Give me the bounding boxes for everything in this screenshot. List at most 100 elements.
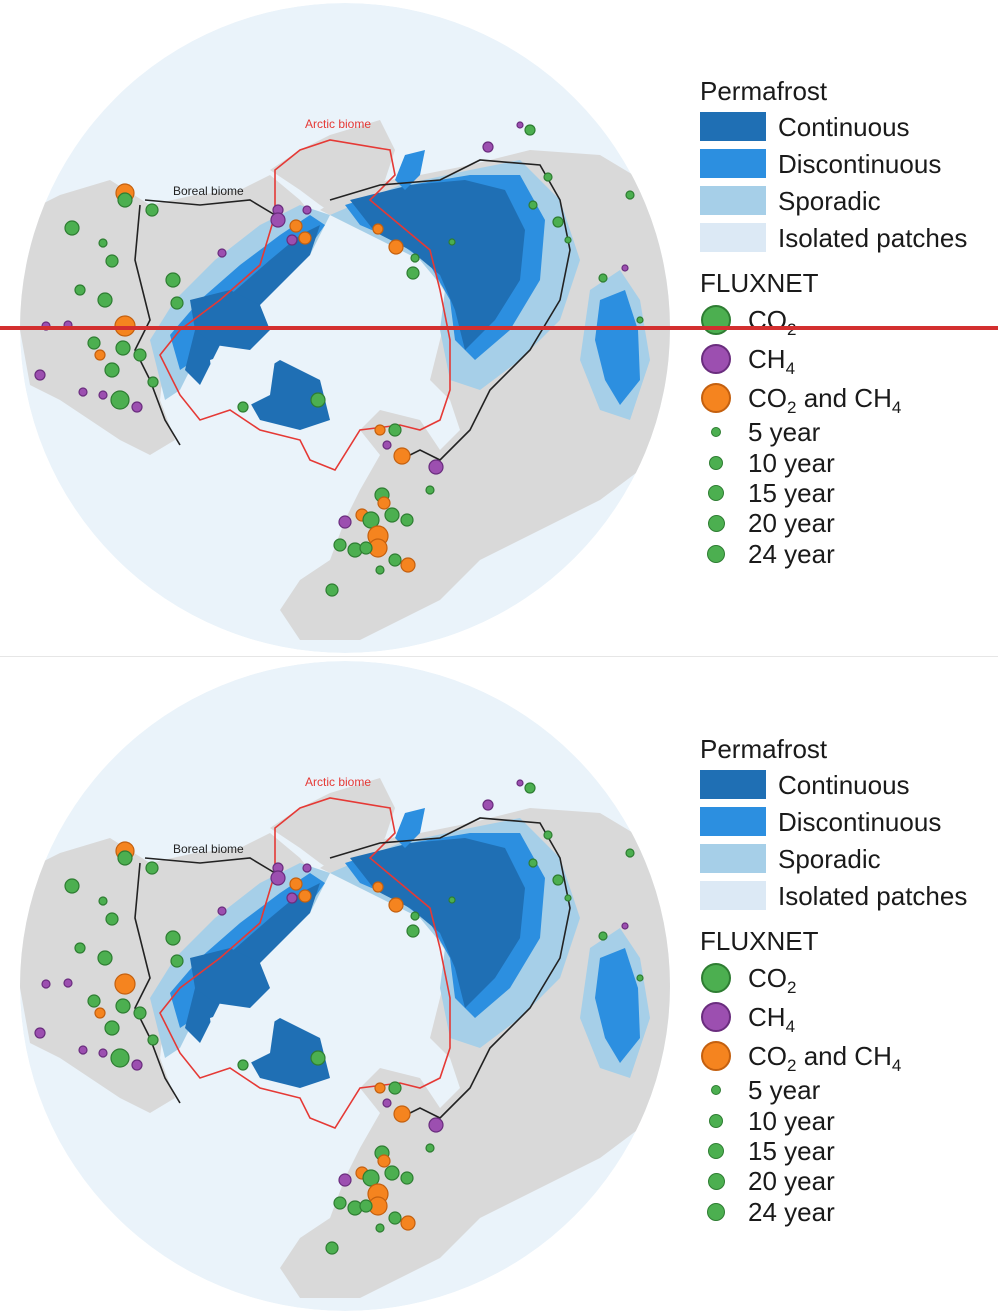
fluxnet-site-marker [425, 485, 435, 495]
duration-dot-icon [707, 514, 725, 532]
polar-map-bottom: Arctic biome Boreal biome [20, 661, 670, 1311]
fluxnet-site-marker [388, 239, 404, 255]
permafrost-region [395, 808, 425, 848]
fluxnet-site-marker [377, 496, 391, 510]
permafrost-region [190, 948, 270, 1008]
boreal-biome-boundary [134, 159, 571, 461]
permafrost-region [595, 290, 640, 405]
fluxnet-site-marker [598, 273, 608, 283]
fluxnet-site-marker [428, 459, 444, 475]
duration-legend-label: 20 year [748, 1166, 835, 1197]
fluxnet-site-marker [362, 511, 380, 529]
fluxnet-site-marker [302, 863, 312, 873]
permafrost-region [190, 290, 270, 350]
permafrost-legend-item: Discontinuous [700, 803, 990, 840]
duration-legend-item: 20 year [700, 1166, 990, 1196]
fluxnet-site-marker [625, 848, 635, 858]
fluxnet-site-marker [543, 830, 553, 840]
fluxnet-site-marker [333, 1196, 347, 1210]
fluxnet-site-marker [400, 513, 414, 527]
fluxnet-site-marker [636, 974, 644, 982]
permafrost-legend-title: Permafrost [700, 76, 828, 106]
permafrost-legend-label: Discontinuous [778, 148, 942, 179]
permafrost-legend-item: Continuous [700, 766, 990, 803]
fluxnet-site-marker [298, 231, 312, 245]
fluxnet-site-marker [384, 507, 400, 523]
permafrost-swatch [700, 149, 766, 178]
fluxnet-site-marker [105, 254, 119, 268]
duration-legend-list: 5 year 10 year 15 year 20 year 24 year [700, 1075, 990, 1227]
fluxnet-site-marker [115, 340, 131, 356]
hudson-bay [210, 1008, 275, 1068]
permafrost-swatch [700, 112, 766, 141]
fluxnet-site-marker [289, 877, 303, 891]
fluxnet-site-marker [310, 1050, 326, 1066]
fluxnet-legend-list: CO2 CH4 CO2 and CH4 [700, 958, 990, 1075]
red-horizontal-line [0, 326, 998, 330]
duration-legend-label: 10 year [748, 447, 835, 478]
fluxnet-site-marker [170, 954, 184, 968]
fluxnet-site-marker [74, 942, 86, 954]
fluxnet-site-marker [325, 583, 339, 597]
fluxnet-legend-item: CH4 [700, 339, 990, 378]
fluxnet-site-marker [94, 1007, 106, 1019]
duration-legend-item: 10 year [700, 1105, 990, 1136]
duration-legend-list: 5 year 10 year 15 year 20 year 24 year [700, 417, 990, 569]
duration-legend-item: 15 year [700, 1136, 990, 1166]
fluxnet-site-marker [147, 1034, 159, 1046]
fluxnet-site-marker [64, 878, 80, 894]
duration-legend-item: 15 year [700, 478, 990, 508]
fluxnet-site-marker [78, 1045, 88, 1055]
fluxnet-site-marker [448, 896, 456, 904]
fluxnet-site-marker [448, 238, 456, 246]
duration-dot-icon [707, 544, 725, 563]
fluxnet-site-marker [170, 296, 184, 310]
arctic-biome-boundary [159, 139, 451, 471]
duration-legend-item: 20 year [700, 508, 990, 538]
duration-legend-item: 24 year [700, 539, 990, 569]
fluxnet-legend-label: CO2 [748, 304, 796, 338]
permafrost-legend-label: Discontinuous [778, 806, 942, 837]
fluxnet-legend-item: CO2 and CH4 [700, 1036, 990, 1075]
fluxnet-legend-item: CO2 and CH4 [700, 378, 990, 417]
fluxnet-site-marker [400, 1215, 416, 1231]
fluxnet-site-marker [325, 1241, 339, 1255]
fluxnet-site-marker [388, 553, 402, 567]
permafrost-legend-item: Sporadic [700, 840, 990, 877]
fluxnet-site-marker [289, 219, 303, 233]
fluxnet-site-marker [388, 423, 402, 437]
permafrost-region [595, 948, 640, 1063]
duration-legend-label: 10 year [748, 1105, 835, 1136]
fluxnet-site-marker [482, 141, 494, 153]
fluxnet-site-marker [598, 931, 608, 941]
fluxnet-site-marker [165, 930, 181, 946]
fluxnet-site-marker [524, 782, 536, 794]
duration-dot-icon [709, 1113, 723, 1128]
site-marker-icon [701, 1001, 731, 1032]
fluxnet-legend-list: CO2 CH4 CO2 and CH4 [700, 300, 990, 417]
fluxnet-site-marker [87, 336, 101, 350]
fluxnet-site-marker [425, 1143, 435, 1153]
fluxnet-site-marker [359, 541, 373, 555]
fluxnet-site-marker [552, 874, 564, 886]
map-body: Arctic biome Boreal biome [20, 117, 670, 640]
fluxnet-site-marker [98, 390, 108, 400]
map-panel-bottom: Arctic biome Boreal biome Permafrost Cont… [0, 658, 998, 1314]
fluxnet-legend-title: FLUXNET [700, 268, 819, 298]
duration-legend-label: 5 year [748, 1075, 821, 1106]
fluxnet-site-marker [388, 1081, 402, 1095]
fluxnet-site-marker [400, 1171, 414, 1185]
permafrost-swatch [700, 770, 766, 799]
fluxnet-site-marker [393, 1105, 411, 1123]
fluxnet-site-marker [302, 205, 312, 215]
fluxnet-site-marker [524, 124, 536, 136]
fluxnet-site-marker [382, 1098, 392, 1108]
permafrost-swatch [700, 881, 766, 910]
duration-dot-icon [707, 1172, 725, 1190]
permafrost-region [350, 180, 525, 350]
fluxnet-site-marker [286, 892, 298, 904]
duration-legend-label: 24 year [748, 538, 835, 569]
fluxnet-site-marker [286, 234, 298, 246]
permafrost-legend-item: Discontinuous [700, 145, 990, 182]
fluxnet-site-marker [165, 272, 181, 288]
